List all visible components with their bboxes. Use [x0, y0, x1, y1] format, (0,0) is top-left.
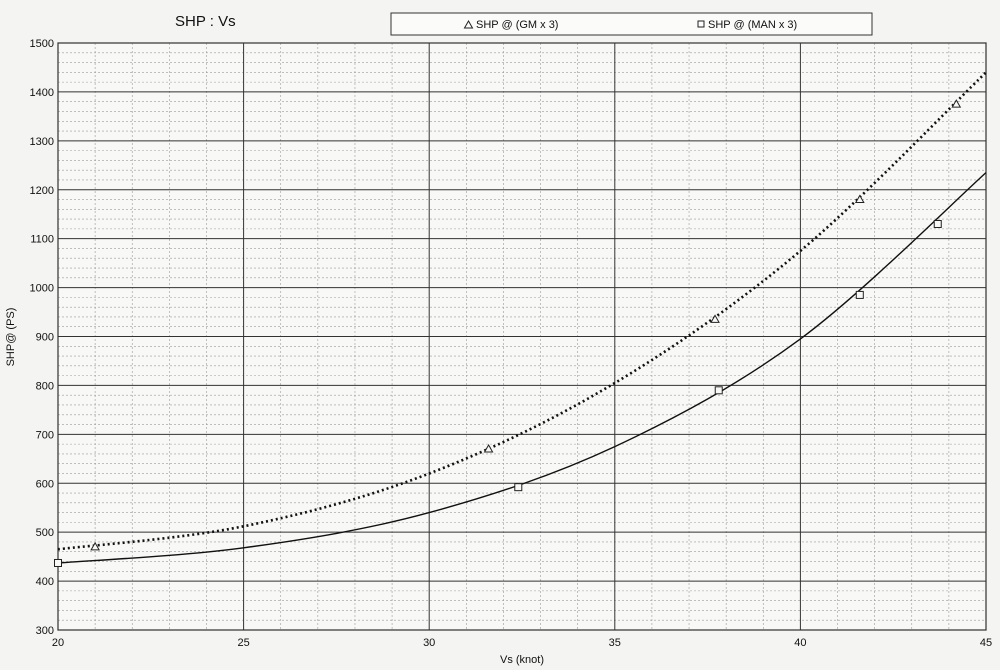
data-point-gm [710, 314, 720, 323]
data-point-man [54, 558, 62, 567]
data-point-man [933, 219, 942, 228]
y-tick-label: 800 [36, 380, 54, 392]
y-tick-label: 300 [36, 625, 54, 637]
series-layer [54, 71, 987, 567]
x-axis-label: Vs (knot) [500, 654, 544, 666]
y-tick-label: 1200 [30, 185, 54, 197]
data-point-man [855, 290, 864, 299]
legend: SHP @ (GM x 3) SHP @ (MAN x 3) [390, 12, 873, 36]
y-tick-label: 900 [36, 332, 54, 344]
tick-labels: 20 25 30 35 40 45 300 400 500 600 700 800 900 1000 110… [30, 38, 993, 649]
grid [57, 42, 987, 631]
chart-title: SHP : Vs [175, 13, 236, 30]
legend-label-gm: SHP @ (GM x 3) [476, 19, 558, 31]
legend-marker-man-square [697, 20, 705, 28]
y-axis-label: SHP@ (PS) [5, 308, 17, 367]
y-tick-label: 1000 [30, 283, 54, 295]
x-tick-label: 35 [609, 637, 621, 649]
y-tick-label: 400 [36, 576, 54, 588]
x-tick-label: 40 [794, 637, 806, 649]
legend-label-man: SHP @ (MAN x 3) [708, 19, 797, 31]
y-tick-label: 1100 [30, 234, 54, 246]
x-tick-label: 30 [423, 637, 435, 649]
legend-marker-gm-triangle [463, 19, 474, 29]
y-tick-label: 700 [36, 429, 54, 441]
y-tick-label: 600 [36, 478, 54, 490]
data-point-gm [483, 444, 494, 453]
data-point-gm [90, 541, 100, 551]
data-point-man [714, 386, 723, 395]
data-point-gm [951, 99, 962, 108]
data-point-gm [854, 194, 865, 204]
legend-box [390, 12, 873, 36]
trendline-gm [57, 71, 987, 551]
y-tick-label: 1500 [30, 38, 54, 50]
y-tick-label: 1400 [30, 87, 54, 99]
x-tick-label: 45 [980, 637, 992, 649]
y-tick-label: 1300 [30, 136, 54, 148]
x-tick-label: 25 [237, 637, 249, 649]
data-point-man [514, 483, 523, 492]
y-tick-label: 500 [36, 527, 54, 539]
trendline-man [57, 172, 987, 564]
x-tick-label: 20 [52, 637, 64, 649]
